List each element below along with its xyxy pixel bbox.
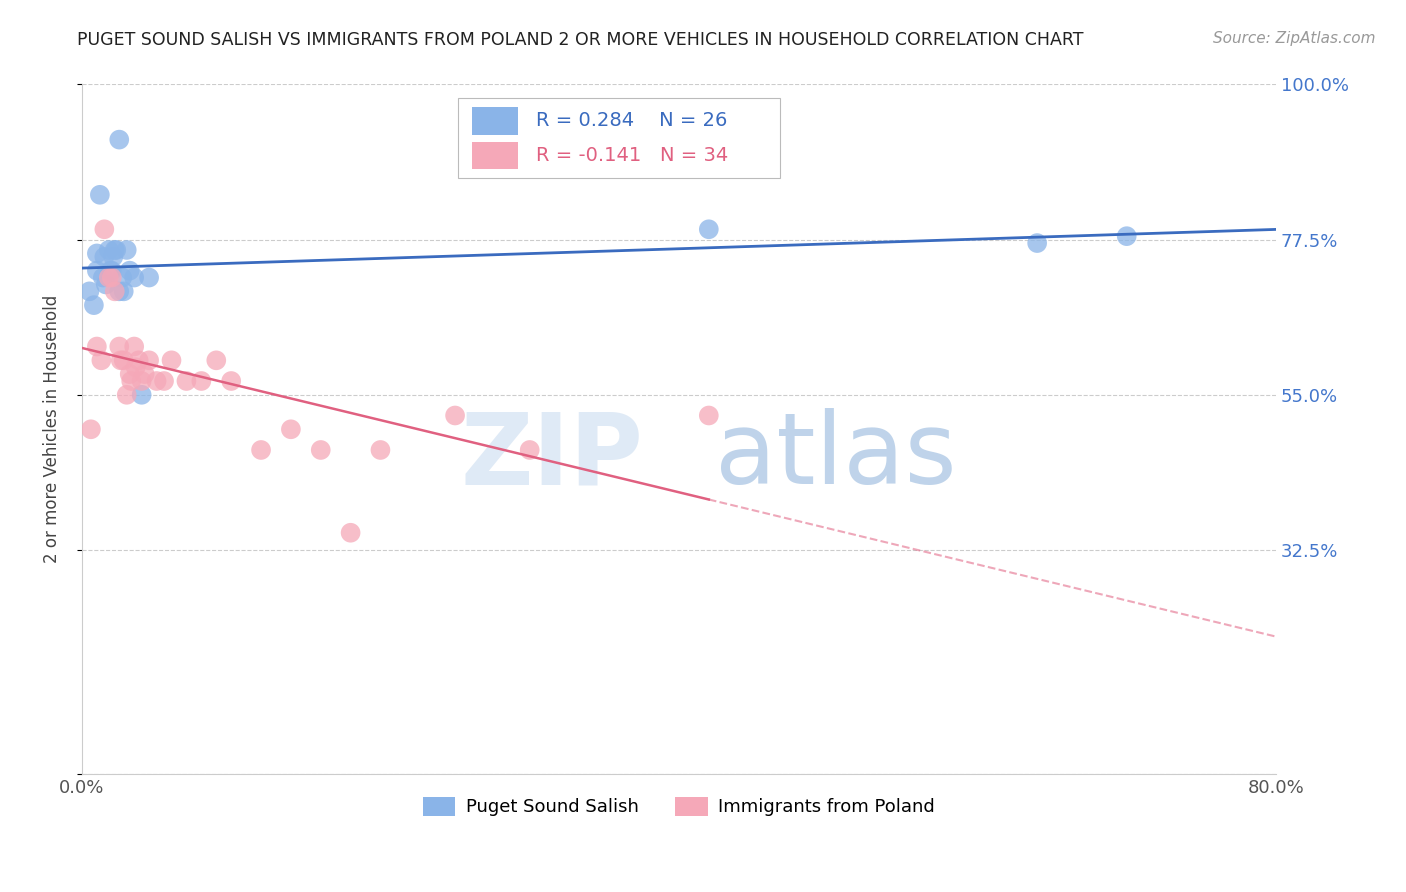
FancyBboxPatch shape <box>472 107 517 135</box>
Point <box>90 353 112 368</box>
Point <box>111 270 134 285</box>
Point <box>94 277 117 292</box>
Point <box>309 442 332 457</box>
Point <box>86 263 108 277</box>
Point <box>219 374 242 388</box>
Point <box>89 187 111 202</box>
Text: Source: ZipAtlas.com: Source: ZipAtlas.com <box>1212 31 1375 46</box>
Point <box>339 525 361 540</box>
Point <box>103 250 125 264</box>
Point <box>145 374 167 388</box>
Point <box>105 243 128 257</box>
Point <box>697 222 720 236</box>
Point <box>250 442 273 457</box>
FancyBboxPatch shape <box>458 98 780 178</box>
Point <box>83 298 105 312</box>
Point <box>131 374 153 388</box>
Point <box>80 422 103 436</box>
Text: atlas: atlas <box>714 409 956 506</box>
Point <box>108 339 131 353</box>
Point <box>110 353 132 368</box>
Point <box>97 243 120 257</box>
Point <box>120 374 142 388</box>
Point <box>1026 235 1049 250</box>
Point <box>104 243 127 257</box>
Point <box>1115 229 1137 244</box>
Point <box>519 442 541 457</box>
Point <box>112 285 135 299</box>
Point <box>98 263 121 277</box>
Point <box>108 133 131 147</box>
Point <box>115 388 138 402</box>
Point <box>118 263 141 277</box>
Point <box>190 374 212 388</box>
Point <box>101 263 124 277</box>
Point <box>104 285 127 299</box>
Point <box>115 243 138 257</box>
Point <box>128 353 150 368</box>
Text: PUGET SOUND SALISH VS IMMIGRANTS FROM POLAND 2 OR MORE VEHICLES IN HOUSEHOLD COR: PUGET SOUND SALISH VS IMMIGRANTS FROM PO… <box>77 31 1084 49</box>
FancyBboxPatch shape <box>472 142 517 169</box>
Point <box>138 353 160 368</box>
Point <box>176 374 198 388</box>
Point <box>134 367 156 381</box>
Point <box>280 422 302 436</box>
Point <box>112 353 135 368</box>
Point <box>93 222 115 236</box>
Point <box>108 285 131 299</box>
Point <box>91 270 114 285</box>
Point <box>697 409 720 423</box>
Text: R = -0.141   N = 34: R = -0.141 N = 34 <box>536 146 728 165</box>
Point <box>160 353 183 368</box>
Point <box>101 270 124 285</box>
Point <box>131 388 153 402</box>
Y-axis label: 2 or more Vehicles in Household: 2 or more Vehicles in Household <box>44 295 60 564</box>
Point <box>444 409 467 423</box>
Legend: Puget Sound Salish, Immigrants from Poland: Puget Sound Salish, Immigrants from Pola… <box>416 790 942 823</box>
Point <box>86 246 108 260</box>
Point <box>370 442 392 457</box>
Point <box>93 250 115 264</box>
Text: R = 0.284    N = 26: R = 0.284 N = 26 <box>536 112 727 130</box>
Text: ZIP: ZIP <box>460 409 643 506</box>
Point <box>122 270 145 285</box>
Point <box>118 367 141 381</box>
Point <box>97 270 120 285</box>
Point <box>122 339 145 353</box>
Point <box>86 339 108 353</box>
Point <box>79 285 101 299</box>
Point <box>153 374 176 388</box>
Point <box>205 353 228 368</box>
Point <box>125 360 148 375</box>
Point <box>138 270 160 285</box>
